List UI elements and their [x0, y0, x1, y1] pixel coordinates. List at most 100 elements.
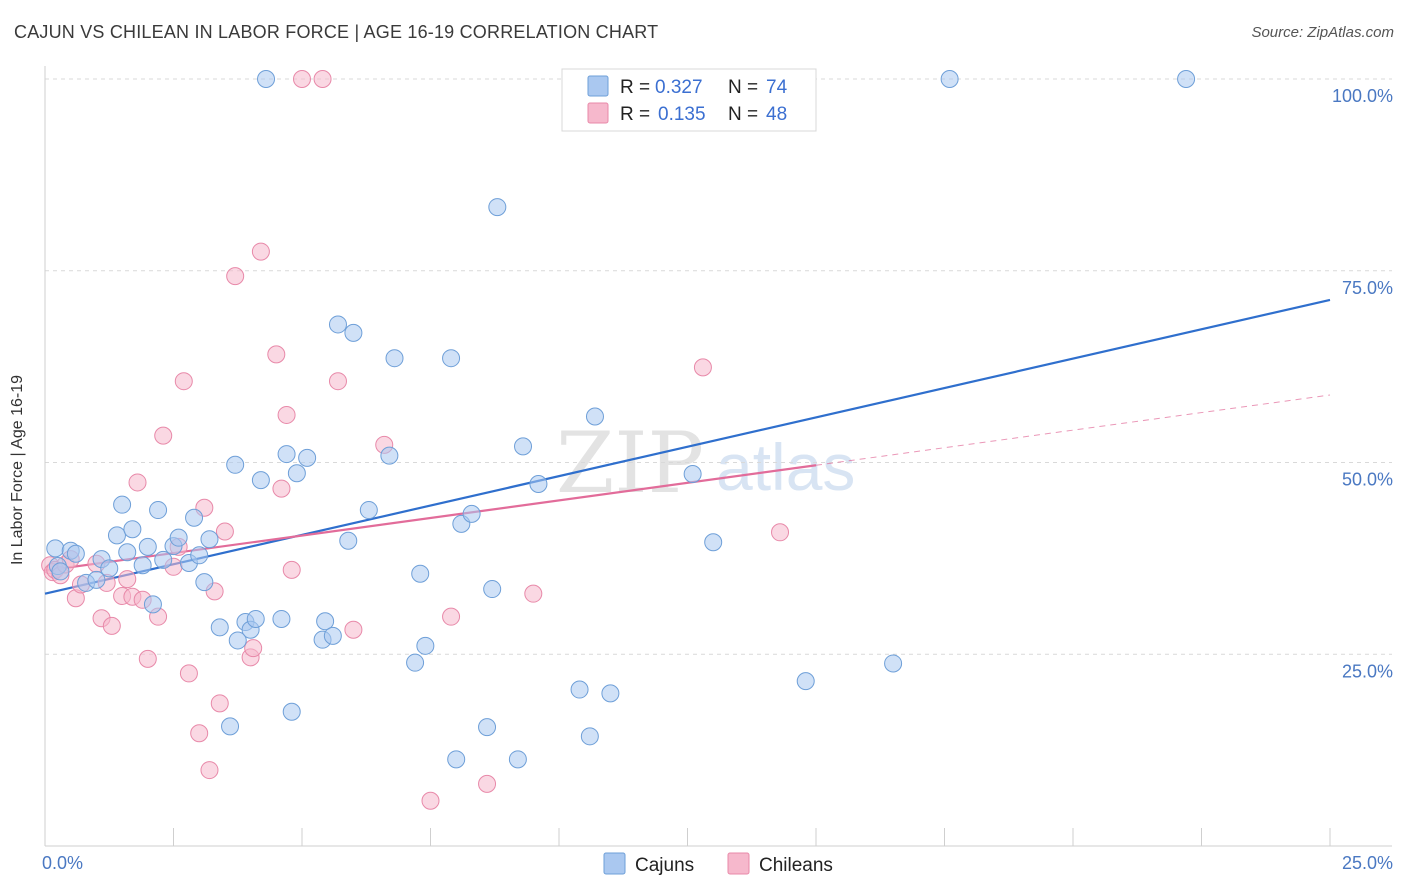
point-cajuns-69 — [884, 654, 903, 673]
point-cajuns-55 — [478, 718, 497, 737]
point-chileans-37 — [282, 560, 301, 579]
point-cajuns-14 — [138, 537, 157, 556]
point-cajuns-51 — [442, 349, 461, 368]
point-chileans-13 — [118, 570, 137, 589]
point-chileans-11 — [102, 616, 121, 635]
watermark-atlas: atlas — [716, 430, 855, 504]
point-chileans-41 — [344, 620, 363, 639]
point-cajuns-26 — [221, 717, 240, 736]
point-cajuns-59 — [514, 437, 533, 456]
point-chileans-15 — [128, 473, 147, 492]
point-cajuns-21 — [185, 508, 204, 527]
point-chileans-33 — [251, 242, 270, 261]
legend-r-label-cajuns: R = — [620, 77, 650, 98]
gridlines — [45, 78, 1392, 655]
point-chileans-23 — [179, 664, 198, 683]
y-tick-label-1: 50.0% — [1342, 470, 1393, 490]
point-cajuns-10 — [113, 495, 132, 514]
watermark: ZIP atlas — [556, 414, 855, 512]
point-cajuns-43 — [339, 531, 358, 550]
point-chileans-43 — [421, 791, 440, 810]
legend-r-value-cajuns: 0.327 — [655, 77, 703, 98]
point-chileans-39 — [313, 70, 332, 88]
point-cajuns-17 — [154, 550, 173, 569]
point-chileans-28 — [210, 694, 229, 713]
point-cajuns-71 — [1177, 70, 1196, 88]
point-chileans-30 — [226, 267, 245, 286]
point-cajuns-13 — [133, 556, 152, 575]
point-cajuns-44 — [344, 323, 363, 342]
point-cajuns-35 — [277, 445, 296, 464]
point-cajuns-67 — [704, 533, 723, 552]
point-cajuns-62 — [580, 727, 599, 746]
point-cajuns-66 — [683, 465, 702, 484]
point-cajuns-4 — [66, 544, 85, 563]
data-points — [41, 70, 1196, 810]
point-cajuns-22 — [190, 546, 209, 565]
point-cajuns-41 — [323, 626, 342, 645]
point-cajuns-23 — [195, 573, 214, 592]
x-tick-labels: 0.0% 25.0% — [42, 853, 1393, 873]
point-cajuns-19 — [169, 528, 188, 547]
point-cajuns-37 — [287, 464, 306, 483]
point-chileans-48 — [771, 523, 790, 542]
point-chileans-47 — [693, 358, 712, 377]
point-cajuns-49 — [411, 564, 430, 583]
point-cajuns-31 — [246, 609, 265, 628]
point-cajuns-6 — [87, 570, 106, 589]
point-cajuns-64 — [601, 684, 620, 703]
legend-n-label-cajuns: N = — [728, 77, 758, 98]
point-cajuns-60 — [529, 474, 548, 493]
point-chileans-29 — [215, 522, 234, 541]
point-chileans-22 — [174, 372, 193, 391]
point-cajuns-32 — [251, 471, 270, 490]
point-chileans-36 — [277, 405, 296, 424]
legend-swatch-cajuns — [587, 75, 609, 97]
point-cajuns-28 — [228, 631, 247, 650]
series-legend-swatch-chileans — [727, 852, 750, 875]
point-cajuns-61 — [570, 680, 589, 699]
point-chileans-19 — [154, 426, 173, 445]
point-chileans-44 — [442, 607, 461, 626]
axes — [44, 66, 1392, 847]
point-cajuns-58 — [508, 750, 527, 769]
legend-swatch-chileans — [587, 102, 609, 124]
point-chileans-35 — [272, 479, 291, 498]
point-cajuns-33 — [257, 70, 276, 88]
point-chileans-17 — [138, 649, 157, 668]
legend-n-label-chileans: N = — [728, 104, 758, 125]
chart-title: CAJUN VS CHILEAN IN LABOR FORCE | AGE 16… — [14, 22, 659, 42]
point-cajuns-9 — [107, 526, 126, 545]
y-tick-label-2: 75.0% — [1342, 278, 1393, 298]
point-cajuns-15 — [143, 595, 162, 614]
point-cajuns-42 — [328, 315, 347, 334]
point-cajuns-52 — [447, 750, 466, 769]
series-legend-swatch-cajuns — [603, 852, 626, 875]
y-tick-label-3: 100.0% — [1332, 86, 1393, 106]
point-cajuns-36 — [282, 702, 301, 721]
x-tick-label-0: 0.0% — [42, 853, 83, 873]
y-tick-label-0: 25.0% — [1342, 661, 1393, 681]
point-cajuns-47 — [385, 349, 404, 368]
legend-n-value-chileans: 48 — [766, 104, 787, 125]
trend-line-cajuns — [44, 298, 1331, 595]
point-cajuns-56 — [483, 580, 502, 599]
point-chileans-34 — [267, 345, 286, 364]
point-cajuns-45 — [359, 501, 378, 520]
trend-line-chileans-extension — [815, 394, 1331, 466]
series-legend-label-cajuns: Cajuns — [635, 855, 694, 876]
point-cajuns-54 — [462, 504, 481, 523]
legend-r-label-chileans: R = — [620, 104, 650, 125]
series-legend-label-chileans: Chileans — [759, 855, 833, 876]
point-cajuns-40 — [316, 612, 335, 631]
point-cajuns-63 — [585, 407, 604, 426]
point-chileans-40 — [328, 372, 347, 391]
point-cajuns-46 — [380, 446, 399, 465]
point-chileans-24 — [190, 724, 209, 743]
source-label: Source: ZipAtlas.com — [1251, 24, 1394, 41]
point-cajuns-11 — [118, 543, 137, 562]
point-cajuns-57 — [488, 198, 507, 217]
point-chileans-38 — [293, 70, 311, 88]
point-cajuns-16 — [149, 501, 168, 520]
point-cajuns-34 — [272, 609, 291, 628]
